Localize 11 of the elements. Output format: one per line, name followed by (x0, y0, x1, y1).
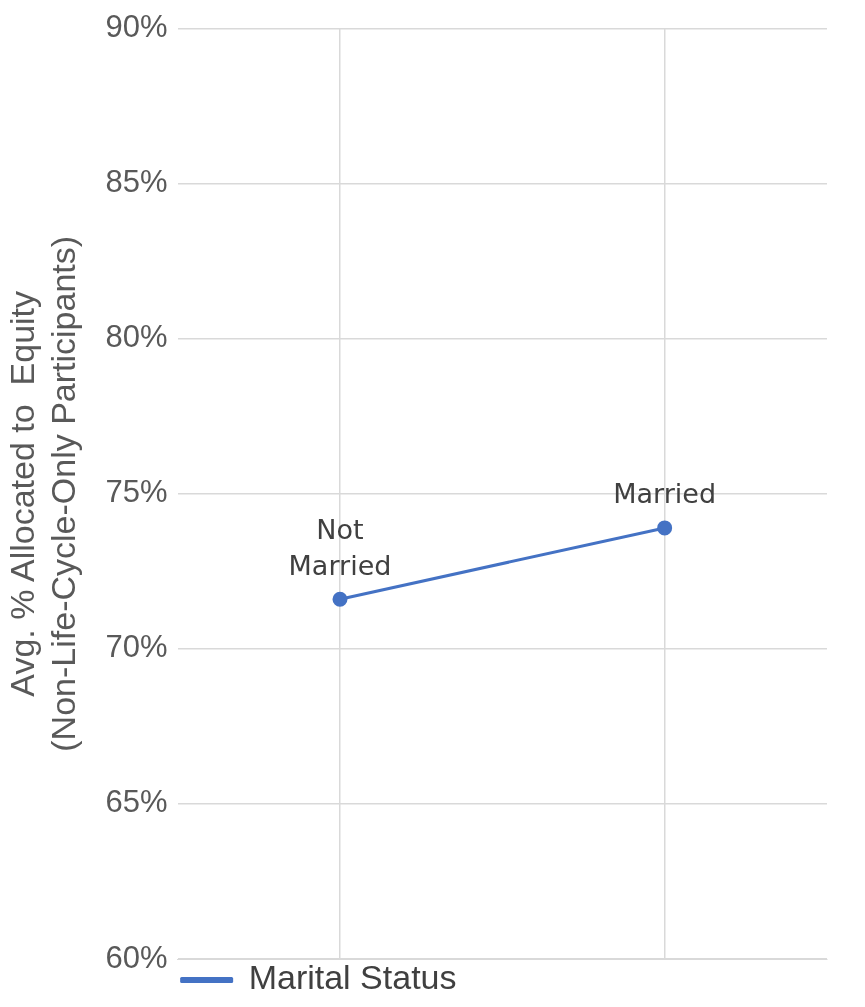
y-tick-label: 65% (105, 784, 168, 820)
x-tick-label: Not Married (288, 513, 392, 581)
y-tick-label: 75% (105, 474, 168, 510)
y-tick-label: 80% (105, 319, 168, 355)
y-tick-label: 60% (105, 939, 168, 975)
y-tick-label: 70% (105, 629, 168, 665)
legend-label: Marital Status (248, 958, 457, 997)
y-tick-label: 85% (105, 164, 168, 200)
y-tick-label: 90% (105, 9, 168, 45)
x-tick-label: Married (613, 478, 717, 510)
y-axis-title: Avg. % Allocated to Equity (Non-Life-Cycle-Only Participants) (2, 235, 82, 752)
